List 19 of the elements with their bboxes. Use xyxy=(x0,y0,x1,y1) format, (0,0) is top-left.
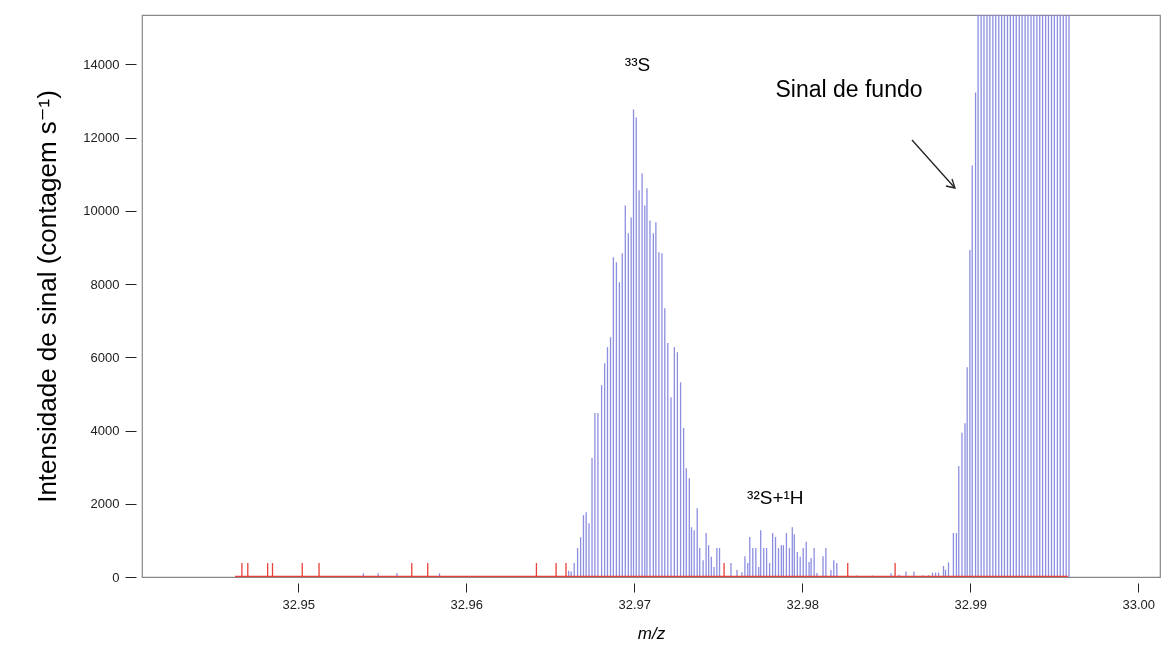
y-tick-label: 12000 xyxy=(83,130,120,146)
annotation: ³³S xyxy=(624,54,651,76)
x-axis-title: m/z xyxy=(637,623,666,643)
y-tick-label: 2000 xyxy=(90,496,120,512)
y-tick-label: 4000 xyxy=(90,423,120,439)
x-tick-label: 32.97 xyxy=(618,596,651,612)
y-tick-label: 10000 xyxy=(83,203,120,219)
x-tick-label: 32.99 xyxy=(954,596,987,612)
y-axis-title: Intensidade de sinal (contagem s⁻¹) xyxy=(32,90,63,503)
x-tick-label: 33.00 xyxy=(1122,596,1155,612)
x-tick-label: 32.96 xyxy=(450,596,483,612)
x-tick-label: 32.95 xyxy=(282,596,315,612)
y-tick-label: 14000 xyxy=(83,56,120,72)
annotation: Sinal de fundo xyxy=(775,76,923,102)
x-tick-label: 32.98 xyxy=(786,596,819,612)
y-tick-label: 8000 xyxy=(90,276,120,292)
y-tick-label: 6000 xyxy=(90,349,120,365)
annotation: ³²S+¹H xyxy=(747,487,804,509)
y-tick-label: 0 xyxy=(112,569,120,585)
